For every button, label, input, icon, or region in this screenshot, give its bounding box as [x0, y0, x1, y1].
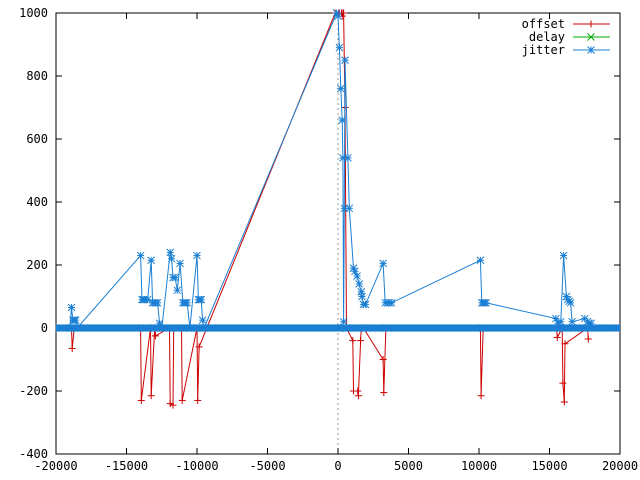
data-point — [587, 20, 595, 28]
data-point — [476, 256, 485, 265]
data-point — [482, 298, 490, 307]
data-point — [353, 272, 361, 280]
data-point — [193, 251, 201, 260]
series-layer — [55, 9, 620, 409]
data-point — [169, 401, 177, 409]
data-point — [344, 154, 352, 162]
x-tick-label: -10000 — [175, 459, 218, 473]
x-tick-label: 0 — [334, 459, 341, 473]
data-point — [553, 333, 561, 341]
data-point — [334, 12, 342, 21]
data-point — [354, 387, 362, 395]
data-point — [336, 84, 345, 93]
data-point — [387, 298, 396, 307]
x-tick-label: -15000 — [105, 459, 148, 473]
data-point — [358, 292, 366, 301]
data-point — [568, 317, 576, 326]
y-tick-label: -200 — [19, 384, 48, 398]
data-point — [341, 56, 349, 65]
data-point — [345, 204, 354, 213]
series-offset — [68, 9, 592, 409]
data-point — [354, 392, 362, 400]
data-point — [477, 392, 485, 400]
x-tick-label: 15000 — [531, 459, 567, 473]
x-tick-label: 20000 — [602, 459, 638, 473]
data-point — [195, 343, 203, 351]
data-point — [178, 396, 186, 404]
data-point — [349, 337, 357, 345]
y-tick-label: -400 — [19, 447, 48, 461]
data-point — [355, 280, 364, 288]
legend-label: jitter — [522, 43, 565, 57]
x-tick-label: -20000 — [34, 459, 77, 473]
data-point — [147, 392, 155, 400]
x-tick-label: 10000 — [461, 459, 497, 473]
x-tick-label: 5000 — [394, 459, 423, 473]
legend-label: delay — [529, 30, 565, 44]
data-point — [147, 256, 156, 265]
series-jitter — [66, 9, 595, 332]
data-point — [380, 389, 388, 397]
y-tick-label: 800 — [26, 69, 48, 83]
data-point — [68, 344, 76, 352]
data-point — [587, 46, 595, 54]
data-point — [137, 396, 145, 404]
data-point — [584, 335, 592, 343]
data-point — [166, 248, 175, 257]
axes: -20000 -15000 -10000 -5000 0 5000 10000 15000 20… — [19, 6, 638, 473]
data-point — [379, 356, 387, 363]
data-point — [559, 251, 568, 260]
data-point — [556, 317, 565, 326]
data-point — [173, 286, 182, 295]
y-tick-label: 400 — [26, 195, 48, 209]
data-point — [338, 116, 347, 124]
data-point — [183, 298, 191, 307]
y-tick-label: 0 — [41, 321, 48, 335]
data-point — [560, 398, 568, 406]
data-point — [171, 273, 179, 282]
series-line — [71, 12, 589, 407]
series-line — [69, 11, 592, 330]
data-point — [67, 303, 76, 312]
data-point — [151, 332, 159, 340]
data-point — [566, 298, 575, 307]
data-point — [71, 316, 80, 324]
data-point — [361, 300, 370, 309]
data-point — [357, 337, 365, 345]
data-point — [559, 379, 567, 387]
data-point — [167, 254, 176, 263]
y-tick-label: 200 — [26, 258, 48, 272]
data-point — [176, 259, 184, 268]
x-tick-label: -5000 — [249, 459, 285, 473]
legend-label: offset — [522, 17, 565, 31]
data-point — [198, 316, 207, 324]
data-point — [339, 317, 348, 326]
data-point — [561, 340, 569, 348]
y-tick-label: 600 — [26, 132, 48, 146]
data-point — [153, 298, 162, 307]
data-point — [194, 396, 202, 404]
data-point — [335, 43, 344, 52]
data-point — [611, 324, 619, 332]
y-tick-label: 1000 — [19, 6, 48, 20]
data-point — [197, 295, 206, 304]
data-point — [587, 33, 595, 41]
series-jitter-baseline — [55, 324, 620, 332]
data-point — [379, 259, 387, 268]
data-point — [136, 251, 145, 260]
